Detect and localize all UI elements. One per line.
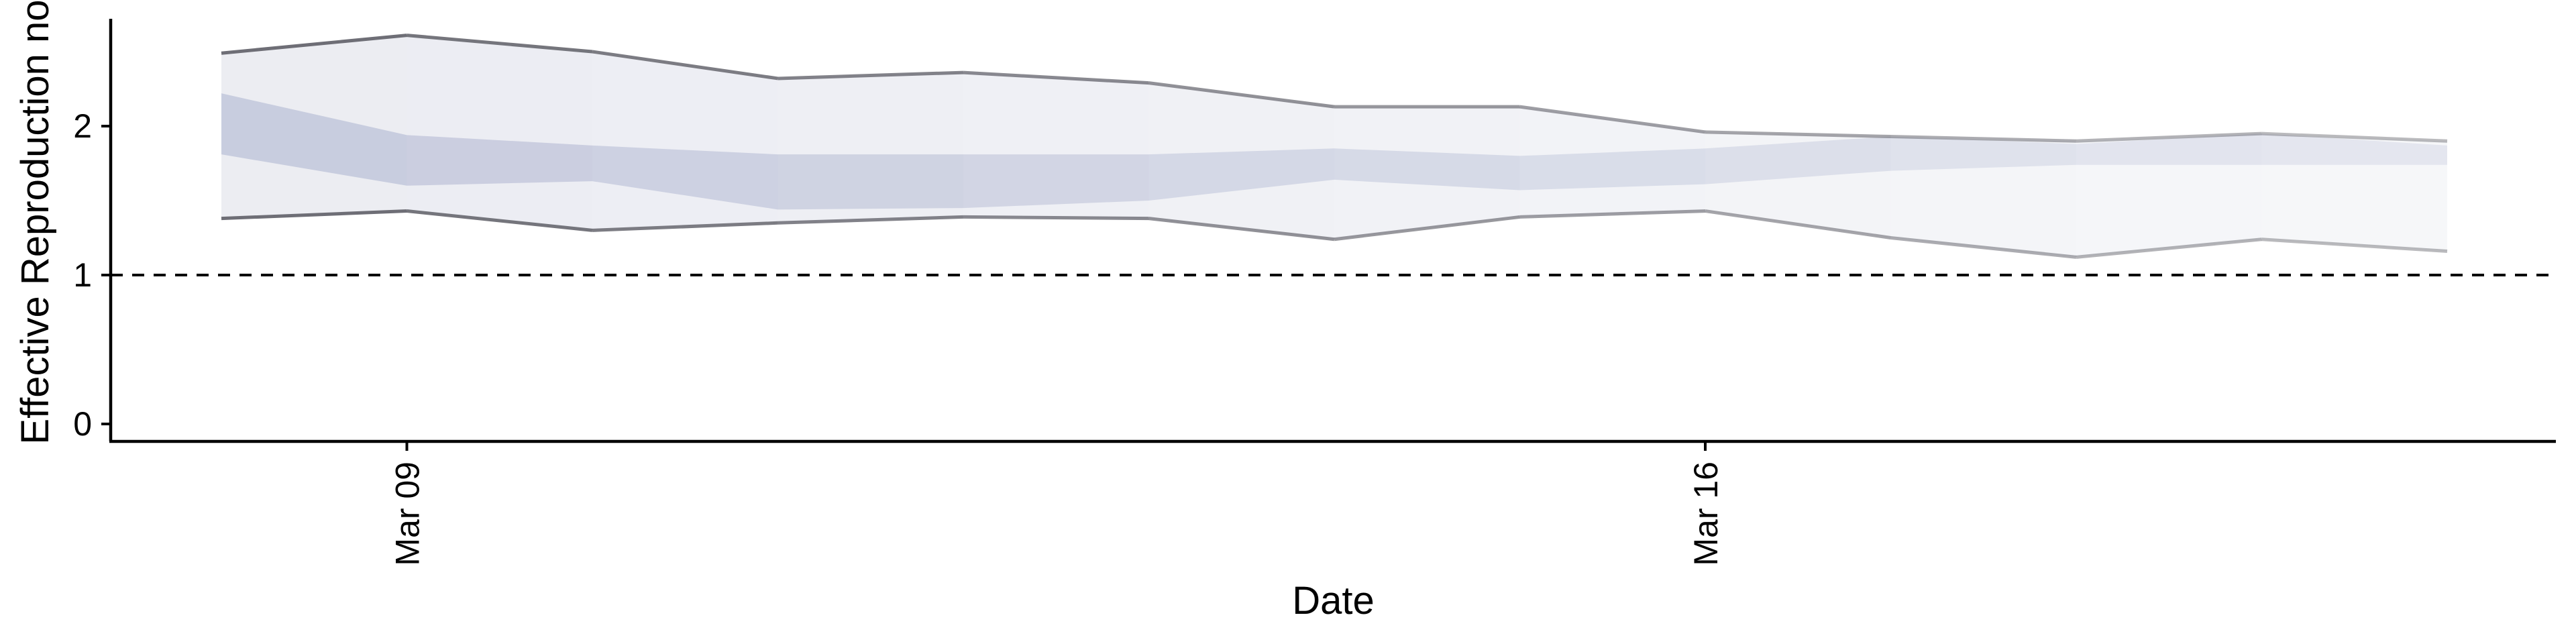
upper-bound-segment	[221, 34, 407, 55]
band-90-segment	[777, 72, 963, 223]
upper-bound-segment	[2261, 131, 2448, 143]
interval-lines-layer	[221, 34, 2448, 259]
upper-bound-segment	[592, 50, 778, 80]
lower-bound-segment	[1705, 209, 1891, 239]
band-90-segment	[221, 35, 407, 219]
lower-bound-segment	[2076, 237, 2262, 259]
band-90-segment	[407, 35, 592, 231]
upper-bound-segment	[777, 70, 964, 80]
band-90-segment	[1334, 107, 1520, 239]
upper-bound-segment	[963, 70, 1149, 85]
band-50-segment	[592, 145, 778, 210]
band-50-segment	[1890, 136, 2076, 171]
band-90-segment	[592, 52, 778, 231]
lower-bound-segment	[221, 209, 407, 221]
band-50-segment	[1705, 136, 1891, 184]
x-ticks: Mar 09 Mar 16	[389, 441, 1725, 566]
lower-bound-segment	[963, 215, 1149, 221]
upper-bound-segment	[407, 34, 593, 54]
band-90-segment	[2076, 133, 2262, 258]
y-axis-title: Effective Reproduction no.	[13, 0, 57, 445]
y-tick-label: 1	[73, 256, 92, 294]
band-50-segment	[2076, 133, 2262, 165]
lower-bound-segment	[777, 215, 964, 225]
band-50-segment	[221, 93, 407, 186]
upper-bound-segment	[1519, 105, 1706, 134]
band-90-segment	[1519, 107, 1705, 217]
lower-bound-segment	[1334, 215, 1520, 241]
upper-bound-segment	[2076, 131, 2262, 143]
lower-bound-segment	[592, 221, 778, 232]
y-ticks: 0 1 2	[73, 107, 111, 443]
band-90-segment	[2261, 133, 2447, 252]
band-90-segment	[1148, 83, 1334, 239]
upper-bound-segment	[1890, 135, 2077, 143]
band-50-segment	[2261, 133, 2447, 165]
lower-bound-segment	[1148, 217, 1335, 241]
bands-layer	[221, 35, 2447, 258]
band-90-segment	[963, 72, 1149, 219]
lower-bound-segment	[1890, 236, 2077, 259]
band-50-segment	[407, 135, 592, 186]
upper-bound-segment	[1705, 130, 1891, 139]
x-axis-title: Date	[1292, 579, 1375, 623]
lower-bound-segment	[407, 209, 593, 232]
lower-bound-segment	[1519, 209, 1706, 219]
x-tick-label: Mar 16	[1687, 462, 1725, 566]
band-90-segment	[1705, 131, 1891, 238]
upper-bound-segment	[1148, 81, 1335, 109]
x-tick-label: Mar 09	[389, 462, 427, 566]
band-50-segment	[777, 154, 963, 210]
band-90-segment	[1890, 136, 2076, 258]
band-50-segment	[1519, 148, 1705, 191]
band-50-segment	[1148, 148, 1334, 201]
y-tick-label: 2	[73, 107, 92, 145]
lower-bound-segment	[2261, 237, 2448, 253]
band-50-segment	[963, 154, 1149, 209]
y-tick-label: 0	[73, 405, 92, 443]
band-50-segment	[1334, 148, 1520, 191]
